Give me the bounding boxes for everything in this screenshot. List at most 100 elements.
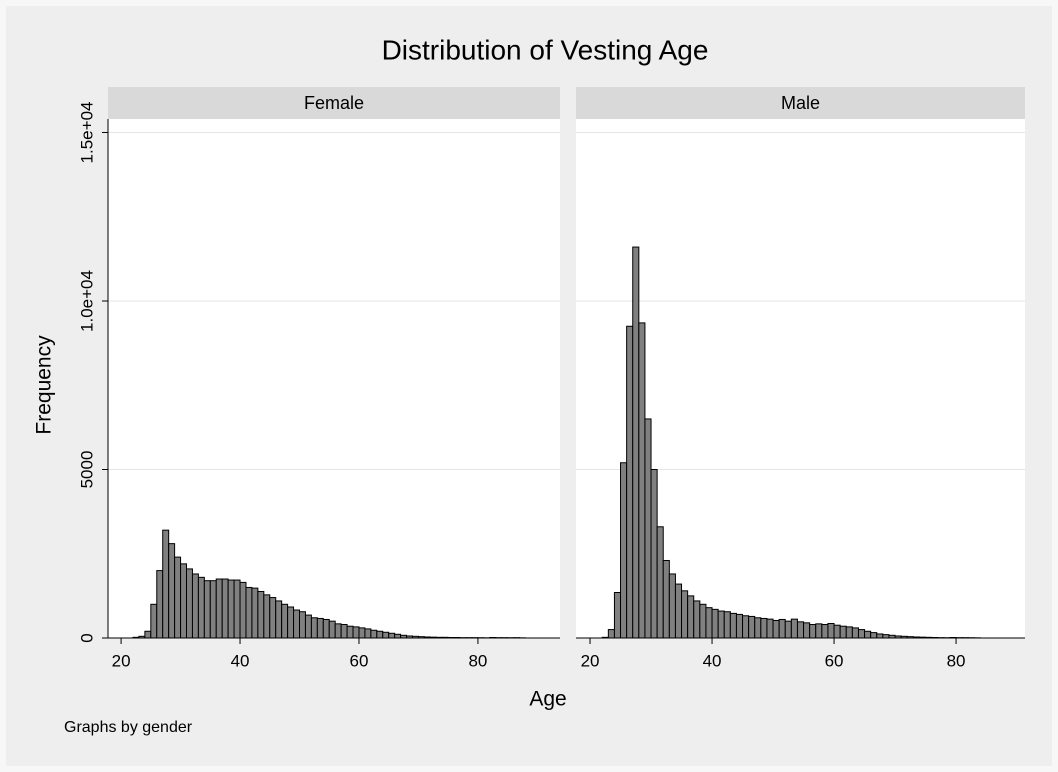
bar <box>815 623 823 639</box>
x-tick-label: 60 <box>825 651 844 670</box>
bar <box>239 581 247 639</box>
chart-title: Distribution of Vesting Age <box>382 34 709 65</box>
bar <box>687 595 695 639</box>
bar <box>203 580 211 639</box>
bar <box>638 322 646 639</box>
bar <box>310 617 318 639</box>
bar <box>340 624 348 639</box>
x-tick-label: 20 <box>112 651 131 670</box>
x-tick-label: 40 <box>231 651 250 670</box>
bar <box>263 594 271 639</box>
bar <box>754 617 762 639</box>
bar <box>778 618 786 639</box>
bar <box>662 559 670 639</box>
bar <box>876 633 884 639</box>
bar <box>870 632 878 639</box>
bar <box>364 628 372 639</box>
bar <box>772 619 780 639</box>
y-tick-label: 5000 <box>77 451 96 489</box>
bar <box>191 573 199 639</box>
bar <box>186 568 193 639</box>
bar <box>304 614 312 639</box>
bar <box>607 629 615 639</box>
x-tick-label: 80 <box>947 651 966 670</box>
bar <box>257 590 265 639</box>
bar <box>742 615 750 639</box>
bar <box>803 622 811 639</box>
panel-header <box>576 87 1025 119</box>
bar <box>784 620 792 639</box>
bar <box>382 631 390 639</box>
bar <box>376 630 384 639</box>
bar <box>394 633 402 639</box>
bar <box>857 629 866 639</box>
bar <box>833 624 841 639</box>
panel-title: Female <box>304 93 364 113</box>
bar <box>620 462 628 639</box>
bar <box>233 579 241 639</box>
bar <box>650 468 658 639</box>
bar <box>864 630 872 639</box>
bar <box>293 609 301 639</box>
bar <box>674 583 683 639</box>
bar <box>656 526 664 639</box>
bar <box>644 418 652 639</box>
bar <box>180 563 188 639</box>
bar <box>632 246 640 639</box>
bar <box>245 586 253 639</box>
bar <box>839 625 847 639</box>
bar <box>227 579 235 639</box>
bar <box>358 627 366 639</box>
bar <box>717 610 725 639</box>
bar <box>197 576 205 639</box>
bar <box>760 617 768 639</box>
x-tick-label: 80 <box>468 651 487 670</box>
y-tick-label: 1.0e+04 <box>77 270 96 332</box>
bar <box>705 607 713 639</box>
x-tick-label: 20 <box>581 651 600 670</box>
bar <box>275 600 283 639</box>
bar <box>251 587 259 639</box>
bar <box>735 613 744 639</box>
bar <box>681 590 689 639</box>
bar <box>162 529 170 639</box>
bar <box>851 627 859 639</box>
bar <box>748 615 756 639</box>
note: Graphs by gender <box>64 719 193 736</box>
x-axis-label: Age <box>529 688 566 711</box>
bar <box>796 621 805 639</box>
bar <box>613 592 622 639</box>
bar <box>809 624 817 639</box>
bar <box>316 617 324 639</box>
y-tick-label: 1.5e+04 <box>77 102 96 164</box>
bar <box>150 603 158 639</box>
bar <box>328 620 336 639</box>
panel-title: Male <box>781 93 820 113</box>
bar <box>790 618 798 639</box>
bar <box>144 630 152 639</box>
bar <box>215 578 223 639</box>
plot-area <box>108 119 560 638</box>
bar <box>845 626 853 639</box>
bar <box>668 573 676 639</box>
bar <box>388 632 396 639</box>
bar <box>821 624 829 639</box>
x-tick-label: 40 <box>703 651 722 670</box>
bar <box>156 570 164 639</box>
bar <box>827 623 835 639</box>
bar <box>882 634 890 639</box>
bar <box>221 578 229 639</box>
y-axis-label: Frequency <box>33 335 56 435</box>
bar <box>693 600 701 639</box>
bar <box>168 543 176 639</box>
bar <box>723 611 731 639</box>
bar <box>174 556 182 639</box>
bar <box>370 629 378 639</box>
x-tick-label: 60 <box>350 651 369 670</box>
bar <box>729 612 737 639</box>
bar <box>626 325 634 639</box>
bar <box>766 618 774 639</box>
bar <box>711 608 719 639</box>
bar <box>352 626 360 639</box>
